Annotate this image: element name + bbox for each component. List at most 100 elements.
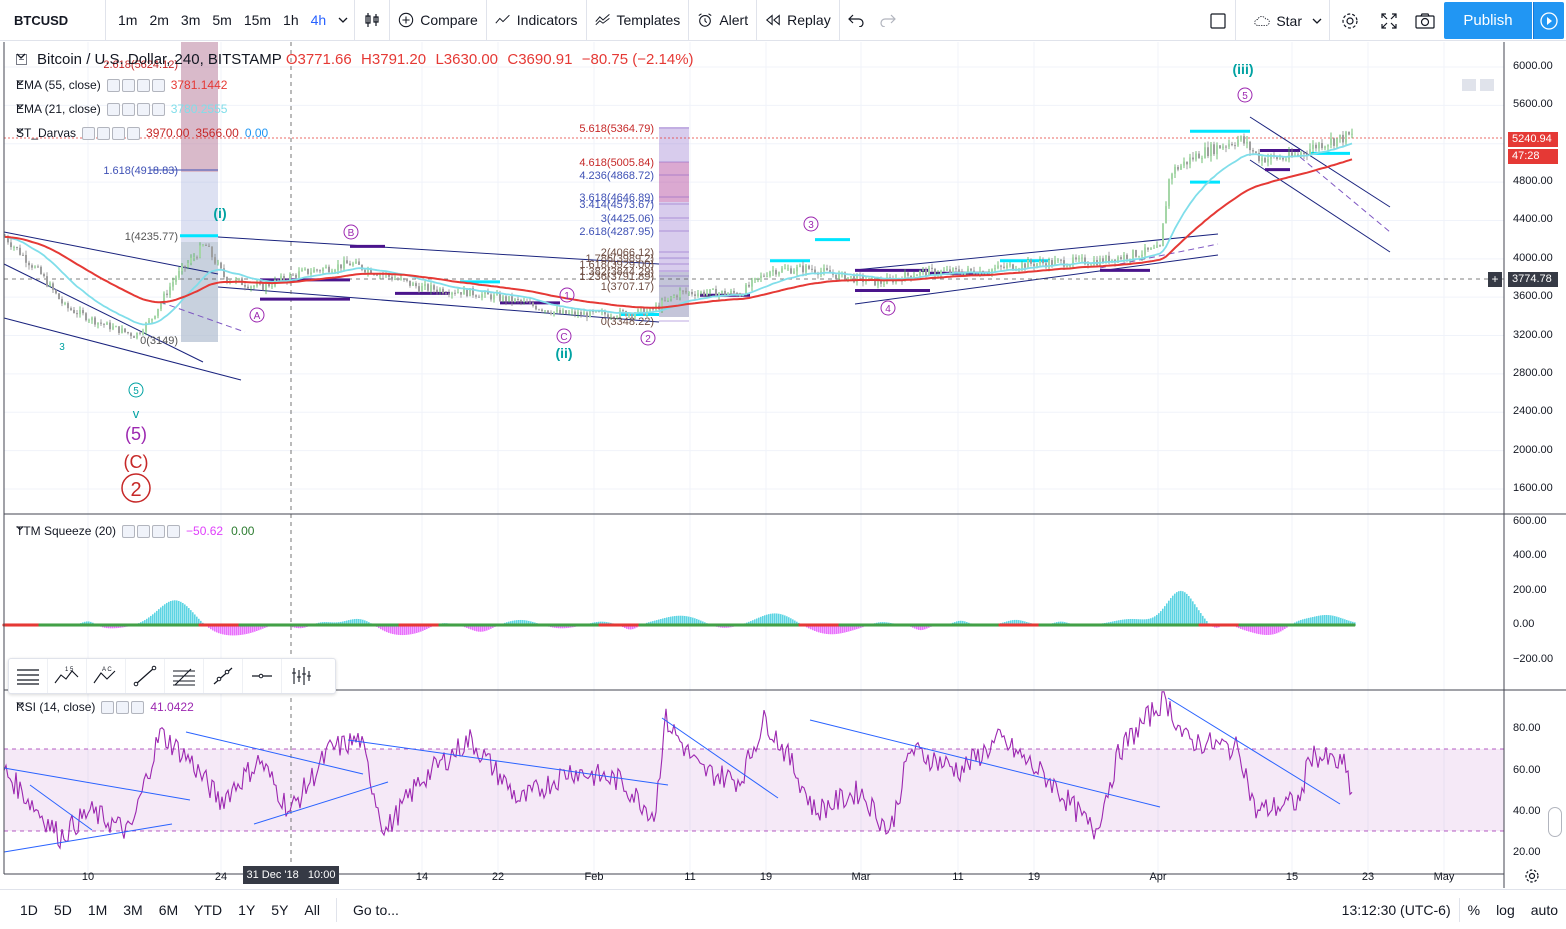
ema21-legend[interactable]: EMA (21, close) 3780.2555	[16, 102, 227, 116]
templates-button[interactable]: Templates	[587, 0, 689, 41]
rsi-legend[interactable]: RSI (14, close) 41.0422	[16, 700, 194, 714]
ttm-bar	[1302, 619, 1304, 625]
fullscreen-toggle[interactable]	[1201, 0, 1235, 41]
ttm-bar	[628, 625, 630, 630]
ttm-bar	[566, 625, 568, 629]
ttm-bar	[216, 625, 218, 633]
interval-15m[interactable]: 15m	[243, 12, 272, 28]
ttm-bar	[1324, 615, 1326, 625]
ttm-bar	[244, 625, 246, 635]
drawing-tool-lines[interactable]	[9, 659, 48, 693]
svg-text:A C: A C	[102, 667, 112, 673]
candle-body	[904, 272, 906, 282]
ttm-bar	[176, 600, 178, 625]
range-all[interactable]: All	[304, 901, 320, 918]
legend-buttons[interactable]	[106, 78, 165, 92]
candle-body	[1306, 153, 1308, 155]
log-toggle[interactable]: log	[1496, 902, 1515, 918]
replay-button[interactable]: Replay	[757, 0, 839, 41]
chart-type-button[interactable]	[355, 0, 389, 41]
chart-canvas[interactable]: (iii) 5 (ii) (i) 5 v (5) (C) 2 A B C 1 2…	[0, 42, 1566, 888]
candle-body	[1012, 264, 1014, 271]
chart-area[interactable]: (iii) 5 (ii) (i) 5 v (5) (C) 2 A B C 1 2…	[0, 42, 1566, 888]
drawing-tool-fib[interactable]	[165, 659, 204, 693]
candle-body	[778, 272, 780, 275]
publish-button[interactable]: Publish	[1444, 2, 1532, 39]
ttm-legend[interactable]: TTM Squeeze (20) −50.62 0.00	[16, 524, 254, 538]
ema21-value: 3780.2555	[170, 102, 228, 116]
add-alert-plus-icon[interactable]: +	[1488, 272, 1502, 287]
drawing-tool-elliott[interactable]: 1 5	[48, 659, 87, 693]
candle-body	[1312, 144, 1314, 150]
interval-dropdown[interactable]	[332, 0, 354, 41]
interval-1m[interactable]: 1m	[118, 12, 138, 28]
interval-5m[interactable]: 5m	[212, 12, 232, 28]
range-3m[interactable]: 3M	[123, 901, 143, 918]
indicators-button[interactable]: Indicators	[487, 0, 586, 41]
candle-body	[553, 311, 555, 315]
publish-dropdown-button[interactable]	[1533, 2, 1564, 39]
candle-body	[127, 332, 129, 334]
goto-button[interactable]: Go to...	[352, 901, 399, 918]
range-6m[interactable]: 6M	[158, 901, 179, 918]
darvas-legend[interactable]: ST_Darvas 3970.00 3566.00 0.00	[16, 126, 268, 140]
interval-4h[interactable]: 4h	[310, 12, 327, 28]
star-button[interactable]: Star	[1246, 0, 1330, 41]
pane-maximize-button[interactable]	[1480, 79, 1494, 91]
symbol-title[interactable]: Bitcoin / U.S. Dollar, 240, BITSTAMP	[37, 51, 282, 68]
candle-body	[676, 295, 678, 298]
settings-button[interactable]	[1332, 0, 1368, 41]
legend-buttons[interactable]	[101, 700, 145, 714]
drawing-tool-ray[interactable]	[204, 659, 243, 693]
candle-body	[1291, 152, 1293, 157]
candle-body	[940, 270, 942, 275]
pane-collapse-button[interactable]	[1462, 79, 1476, 91]
candle-body	[409, 280, 411, 286]
range-1d[interactable]: 1D	[20, 901, 38, 918]
range-5y[interactable]: 5Y	[271, 901, 289, 918]
interval-2m[interactable]: 2m	[149, 12, 169, 28]
range-ytd[interactable]: YTD	[194, 901, 223, 918]
candle-body	[589, 310, 591, 318]
fullscreen-button[interactable]	[1372, 0, 1406, 41]
candle-body	[844, 272, 846, 281]
percent-toggle[interactable]: %	[1467, 902, 1481, 918]
interval-1h[interactable]: 1h	[283, 12, 299, 28]
range-1m[interactable]: 1M	[87, 901, 108, 918]
drawing-tool-abc[interactable]: A C	[87, 659, 126, 693]
drawing-tool-hline[interactable]	[243, 659, 282, 693]
ema55-legend[interactable]: EMA (55, close) 3781.1442	[16, 78, 227, 92]
redo-button[interactable]	[872, 0, 904, 41]
drawing-tool-trendline[interactable]	[126, 659, 165, 693]
fib-left-label: 1(4235.77)	[125, 231, 178, 243]
ttm-bar	[830, 625, 832, 635]
drawing-tool-bars[interactable]	[282, 659, 321, 693]
fib-labels-left: 2.618(5624.12) 1.618(4918.83) 1(4235.77)…	[103, 59, 178, 347]
candle-body	[1153, 247, 1155, 249]
symbol-search[interactable]: BTCUSD	[14, 12, 69, 28]
range-5d[interactable]: 5D	[53, 901, 72, 918]
ttm-bar	[1348, 620, 1350, 625]
range-1y[interactable]: 1Y	[238, 901, 256, 918]
scroll-handle[interactable]	[1548, 807, 1562, 837]
legend-buttons[interactable]	[122, 524, 181, 538]
time-axis-tick: 11	[952, 871, 964, 883]
auto-toggle[interactable]: auto	[1530, 902, 1558, 918]
ttm-bar	[186, 606, 188, 625]
candle-body	[1339, 134, 1341, 139]
clock[interactable]: 13:12:30 (UTC-6)	[1341, 902, 1451, 918]
alert-button[interactable]: Alert	[689, 0, 756, 41]
compare-button[interactable]: Compare	[390, 0, 486, 41]
collapse-icon[interactable]	[16, 54, 27, 65]
candle-body	[1246, 141, 1248, 144]
ttm-bar	[390, 625, 392, 634]
snapshot-button[interactable]	[1406, 0, 1444, 41]
legend-buttons[interactable]	[82, 126, 141, 140]
undo-button[interactable]	[840, 0, 872, 41]
candle-body	[925, 269, 927, 276]
candle-body	[82, 310, 84, 314]
candle-body	[61, 299, 63, 304]
legend-buttons[interactable]	[106, 102, 165, 116]
interval-3m[interactable]: 3m	[180, 12, 201, 28]
ttm-bar	[1268, 625, 1270, 635]
